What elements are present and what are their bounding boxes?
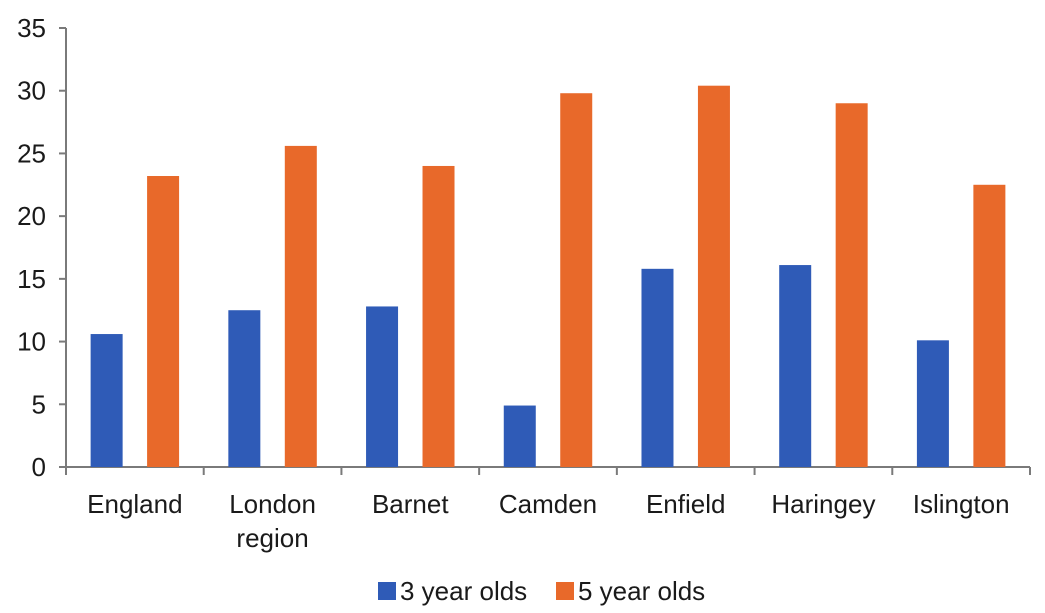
bar-3-year-olds-1 <box>228 310 261 467</box>
legend-swatch-1 <box>556 582 574 600</box>
y-tick-label: 5 <box>32 389 46 419</box>
x-category-label-line: Barnet <box>372 489 449 519</box>
bar-3-year-olds-5 <box>779 265 812 467</box>
chart-bars <box>90 85 1006 468</box>
y-tick-label: 15 <box>17 264 46 294</box>
x-category-label: England <box>87 489 182 519</box>
bar-5-year-olds-5 <box>835 103 868 467</box>
bar-5-year-olds-1 <box>284 145 317 467</box>
bar-5-year-olds-0 <box>147 176 180 467</box>
bar-3-year-olds-3 <box>503 405 536 467</box>
bar-3-year-olds-4 <box>641 268 674 467</box>
y-tick-label: 10 <box>17 327 46 357</box>
bar-5-year-olds-4 <box>697 85 730 467</box>
bar-3-year-olds-2 <box>366 306 399 467</box>
chart-axes <box>59 27 1031 475</box>
x-category-label: Islington <box>913 489 1010 519</box>
chart-legend: 3 year olds 5 year olds <box>378 576 705 606</box>
x-category-label: Haringey <box>771 489 875 519</box>
y-tick-label: 25 <box>17 138 46 168</box>
x-category-label: Barnet <box>372 489 449 519</box>
y-tick-label: 0 <box>32 452 46 482</box>
x-category-label-line: London <box>229 489 316 519</box>
bar-3-year-olds-6 <box>916 340 949 467</box>
x-category-label: Enfield <box>646 489 726 519</box>
legend-swatch-0 <box>378 582 396 600</box>
bar-5-year-olds-3 <box>560 93 593 468</box>
x-category-label: Camden <box>499 489 597 519</box>
y-tick-label: 20 <box>17 201 46 231</box>
x-category-label-line: Camden <box>499 489 597 519</box>
x-category-label-line: Islington <box>913 489 1010 519</box>
bar-5-year-olds-2 <box>422 165 455 467</box>
x-category-label-line: Enfield <box>646 489 726 519</box>
x-category-label-line: Haringey <box>771 489 875 519</box>
chart-labels: 0 5 10 15 20 25 30 35 England London region Barnet C… <box>17 13 1009 553</box>
bar-5-year-olds-6 <box>973 184 1006 468</box>
bar-3-year-olds-0 <box>90 334 123 467</box>
y-tick-label: 30 <box>17 76 46 106</box>
legend-label-0: 3 year olds <box>400 576 527 606</box>
x-category-label-line: England <box>87 489 182 519</box>
x-category-label: London region <box>229 489 316 553</box>
x-category-label-line: region <box>236 523 308 553</box>
y-tick-label: 35 <box>17 13 46 43</box>
legend-label-1: 5 year olds <box>578 576 705 606</box>
